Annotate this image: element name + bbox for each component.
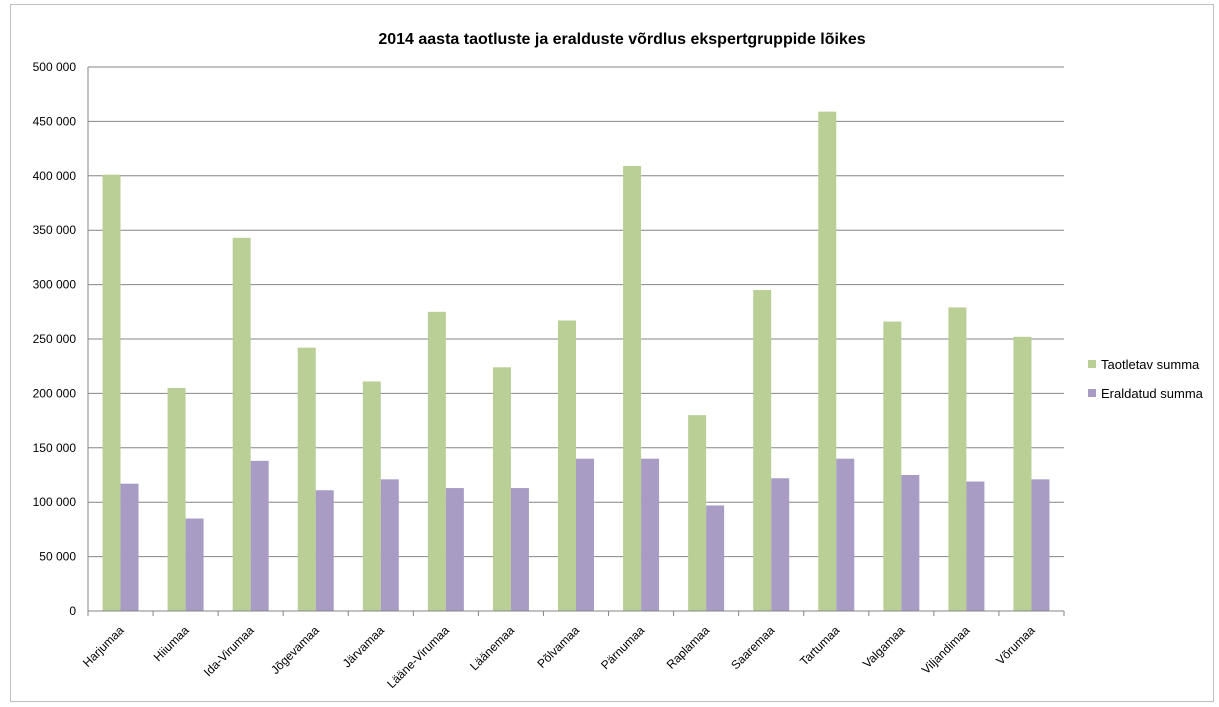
y-tick-label: 450 000 bbox=[33, 114, 77, 128]
y-tick-label: 50 000 bbox=[39, 550, 76, 564]
bar-eraldatud bbox=[315, 490, 334, 611]
x-tick-label: Jõgevamaa bbox=[268, 623, 322, 677]
y-tick-label: 250 000 bbox=[33, 332, 77, 346]
legend-label: Eraldatud summa bbox=[1101, 386, 1204, 401]
bar-eraldatud bbox=[576, 458, 594, 611]
bar-taotletav bbox=[362, 381, 381, 611]
legend-label: Taotletav summa bbox=[1101, 357, 1200, 372]
bar-eraldatud bbox=[510, 488, 529, 611]
bar-taotletav bbox=[688, 415, 707, 611]
bar-taotletav bbox=[948, 307, 967, 611]
bar-eraldatud bbox=[250, 460, 269, 611]
x-tick-label: Võrumaa bbox=[993, 623, 1038, 668]
y-tick-label: 350 000 bbox=[33, 223, 77, 237]
bar-taotletav bbox=[753, 290, 772, 611]
x-tick-label: Saaremaa bbox=[728, 623, 777, 672]
y-tick-label: 400 000 bbox=[33, 169, 77, 183]
bar-eraldatud bbox=[966, 481, 985, 611]
bar-taotletav bbox=[623, 166, 642, 611]
bar-taotletav bbox=[558, 320, 576, 611]
legend-swatch bbox=[1088, 389, 1096, 397]
bar-eraldatud bbox=[836, 458, 855, 611]
bar-eraldatud bbox=[771, 478, 790, 611]
bar-eraldatud bbox=[185, 518, 204, 611]
bar-eraldatud bbox=[120, 483, 139, 611]
x-tick-label: Viljandimaa bbox=[919, 623, 973, 677]
y-tick-label: 0 bbox=[69, 604, 76, 618]
x-tick-label: Tartumaa bbox=[797, 623, 843, 669]
bar-eraldatud bbox=[1031, 479, 1050, 611]
x-tick-label: Põlvamaa bbox=[534, 623, 582, 671]
x-tick-label: Harjumaa bbox=[80, 623, 127, 670]
bar-eraldatud bbox=[641, 458, 660, 611]
x-tick-label: Raplamaa bbox=[664, 623, 713, 672]
legend-swatch bbox=[1088, 360, 1096, 368]
y-tick-label: 150 000 bbox=[33, 441, 77, 455]
bar-taotletav bbox=[232, 237, 251, 612]
bar-eraldatud bbox=[706, 505, 725, 611]
bar-eraldatud bbox=[380, 479, 399, 611]
bar-taotletav bbox=[883, 321, 902, 611]
y-axis: 0 50 000 100 000 150 000 200 000 250 000 300 0… bbox=[33, 60, 89, 618]
bar-taotletav bbox=[167, 387, 186, 611]
bar-taotletav bbox=[102, 174, 121, 611]
bar-taotletav bbox=[492, 367, 511, 611]
legend: Taotletav summa Eraldatud summa bbox=[1088, 357, 1204, 401]
chart-frame bbox=[10, 4, 1214, 702]
bar-eraldatud bbox=[445, 488, 464, 611]
bars bbox=[102, 111, 1050, 612]
y-tick-label: 500 000 bbox=[33, 60, 77, 74]
x-axis: Harjumaa Hiiumaa Ida-Virumaa Jõgevamaa Järva… bbox=[80, 610, 1065, 691]
bar-taotletav bbox=[297, 347, 316, 611]
y-tick-label: 100 000 bbox=[33, 495, 77, 509]
bar-taotletav bbox=[1013, 336, 1032, 611]
x-tick-label: Pärnumaa bbox=[598, 623, 647, 672]
x-tick-label: Läänemaa bbox=[467, 623, 517, 673]
x-tick-label: Valgamaa bbox=[860, 623, 908, 671]
bar-taotletav bbox=[818, 111, 837, 611]
x-tick-label: Järvamaa bbox=[340, 623, 387, 670]
x-tick-label: Ida-Virumaa bbox=[201, 623, 257, 679]
y-tick-label: 300 000 bbox=[33, 278, 77, 292]
x-tick-label: Lääne-Virumaa bbox=[384, 623, 452, 691]
x-tick-label: Hiiumaa bbox=[151, 623, 192, 664]
chart-title: 2014 aasta taotluste ja eralduste võrdlu… bbox=[378, 31, 865, 48]
bar-eraldatud bbox=[901, 475, 920, 611]
y-tick-label: 200 000 bbox=[33, 386, 77, 400]
bar-taotletav bbox=[427, 311, 446, 611]
